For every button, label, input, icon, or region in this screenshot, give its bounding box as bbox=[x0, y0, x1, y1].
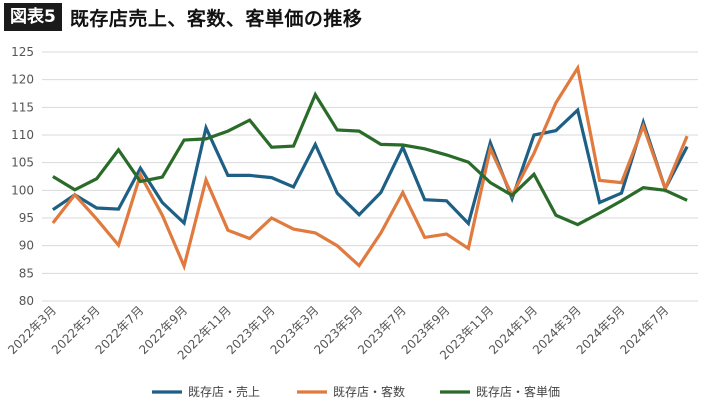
grid-layer bbox=[42, 51, 698, 302]
legend-label-customers: 既存店・客数 bbox=[333, 384, 405, 399]
y-tick-label: 120 bbox=[11, 73, 34, 87]
series-line-unit_price bbox=[52, 91, 688, 227]
series-line-customers bbox=[51, 63, 689, 272]
y-tick-label: 90 bbox=[19, 239, 34, 253]
y-tick-label: 80 bbox=[19, 294, 34, 308]
y-tick-label: 110 bbox=[11, 128, 34, 142]
y-tick-label: 115 bbox=[11, 100, 34, 114]
y-tick-label: 125 bbox=[11, 45, 34, 59]
figure-number-badge: 図表5 bbox=[4, 3, 62, 31]
legend-label-sales: 既存店・売上 bbox=[188, 384, 260, 399]
chart-title: 既存店売上、客数、客単価の推移 bbox=[69, 7, 363, 30]
y-tick-label: 105 bbox=[11, 156, 34, 170]
y-tick-label: 85 bbox=[19, 266, 34, 280]
y-axis-ticks: 80 85 90 95 100 105 110 115 120 125 bbox=[11, 45, 34, 308]
series-layer bbox=[51, 63, 689, 272]
legend-label-unit_price: 既存店・客単価 bbox=[476, 384, 560, 399]
chart-header: 図表5 既存店売上、客数、客単価の推移 bbox=[0, 0, 710, 34]
legend: 既存店・売上 既存店・客数 既存店・客単価 bbox=[152, 384, 560, 399]
x-axis-ticks: 2022年3月2022年5月2022年7月2022年9月2022年11月2023… bbox=[5, 303, 671, 362]
y-tick-label: 100 bbox=[11, 183, 34, 197]
y-tick-label: 95 bbox=[19, 211, 34, 225]
series-line-sales bbox=[51, 107, 689, 227]
line-chart: 80 85 90 95 100 105 110 115 120 125 2022年3月2022年5… bbox=[5, 45, 698, 399]
